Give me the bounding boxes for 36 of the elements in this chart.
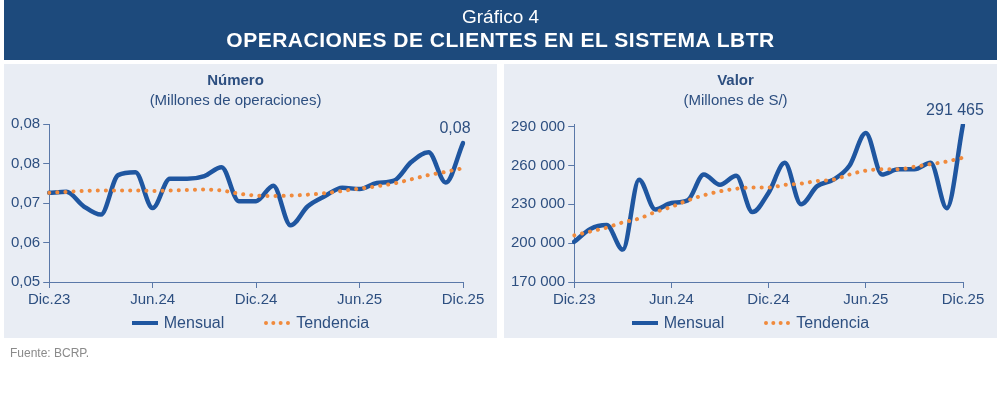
- line-series: [572, 155, 965, 238]
- chart-title: Valor: [717, 71, 755, 89]
- x-tick-label: Dic.25: [941, 290, 985, 308]
- data-label: 0,08: [439, 119, 471, 137]
- x-tick-label: Dic.25: [441, 290, 485, 308]
- y-tick-label: 260 000: [510, 155, 566, 173]
- y-tick-label: 170 000: [510, 272, 566, 290]
- x-tick-label: Dic.24: [234, 290, 278, 308]
- y-tick-label: 200 000: [510, 233, 566, 251]
- text: OPERACIONES DE CLIENTES EN EL SISTEMA LBTR: [225, 28, 776, 52]
- y-tick-label: 0,08: [10, 153, 41, 171]
- chart-subtitle: (Millones de operaciones): [149, 91, 322, 109]
- x-tick-label: Jun.24: [648, 290, 694, 308]
- line-series: [46, 140, 466, 228]
- x-tick-label: Dic.24: [747, 290, 790, 308]
- legend-label: Tendencia: [296, 314, 370, 332]
- x-tick-label: Jun.25: [337, 290, 383, 308]
- legend-label: Mensual: [163, 314, 225, 332]
- x-tick-label: Jun.24: [130, 290, 176, 308]
- y-tick-label: 290 000: [510, 116, 566, 134]
- y-tick-label: 0,07: [10, 193, 41, 211]
- legend-label: Mensual: [663, 314, 725, 332]
- x-tick-label: Dic.23: [552, 290, 596, 308]
- x-tick-label: Jun.25: [843, 290, 889, 308]
- y-tick-label: 0,06: [10, 232, 41, 250]
- y-tick-label: 0,08: [10, 114, 41, 132]
- legend-label: Tendencia: [796, 314, 870, 332]
- chart-title: Número: [207, 71, 264, 89]
- y-tick-label: 0,05: [10, 272, 41, 290]
- data-label: 291 465: [926, 101, 985, 119]
- x-tick-label: Dic.23: [27, 290, 71, 308]
- source-note: Fuente: BCRP.: [10, 346, 91, 360]
- y-tick-label: 230 000: [510, 194, 566, 212]
- text: Gráfico 4: [460, 6, 541, 28]
- chart-subtitle: (Millones de S/): [683, 91, 788, 109]
- line-series: [571, 124, 966, 252]
